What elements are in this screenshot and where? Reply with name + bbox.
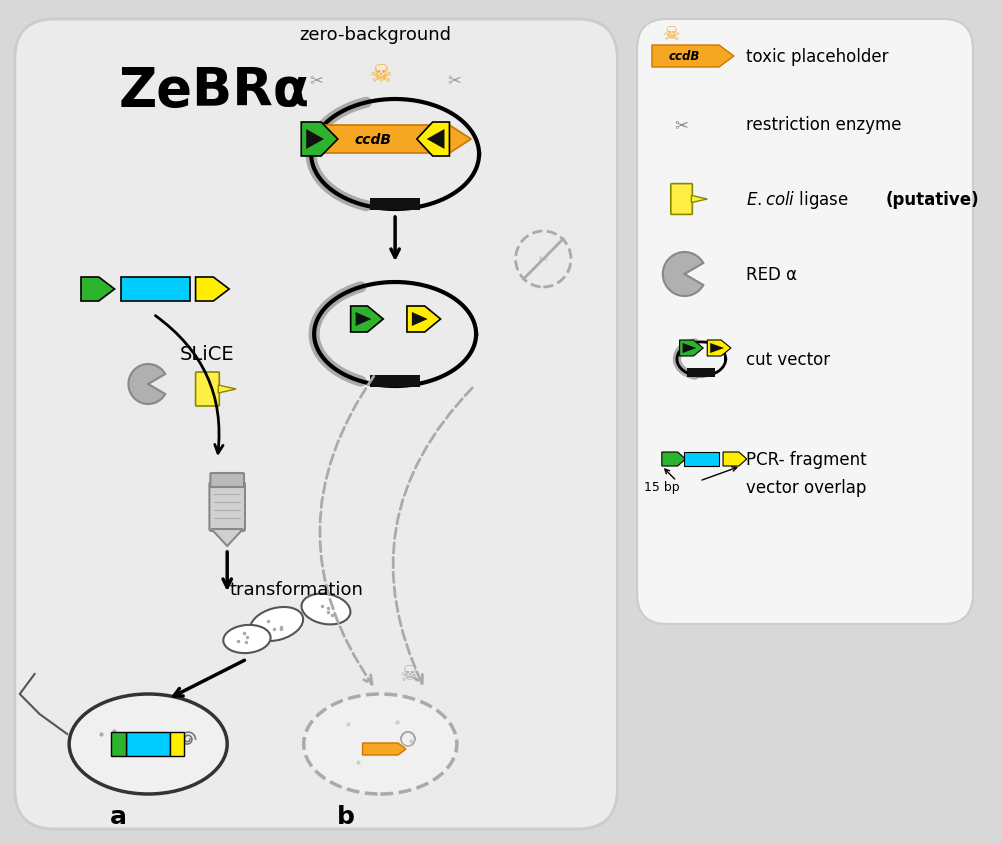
Text: SLiCE: SLiCE <box>180 345 234 364</box>
Text: ZeBRα: ZeBRα <box>118 65 310 116</box>
Ellipse shape <box>304 694 457 794</box>
Polygon shape <box>211 529 243 546</box>
FancyArrow shape <box>652 46 733 68</box>
Ellipse shape <box>302 594 351 625</box>
FancyArrow shape <box>363 743 406 755</box>
Polygon shape <box>691 196 707 203</box>
Polygon shape <box>661 452 685 467</box>
Polygon shape <box>81 278 114 301</box>
Text: ✂: ✂ <box>310 71 323 89</box>
Bar <box>170 732 183 756</box>
Text: restriction enzyme: restriction enzyme <box>745 116 901 134</box>
Polygon shape <box>412 312 428 327</box>
Polygon shape <box>427 130 445 150</box>
Text: vector overlap: vector overlap <box>745 479 866 496</box>
Text: ✂: ✂ <box>674 116 688 134</box>
Polygon shape <box>682 344 696 354</box>
Bar <box>687 368 715 377</box>
Text: toxic placeholder: toxic placeholder <box>745 48 888 66</box>
Bar <box>126 732 170 756</box>
Bar <box>371 199 420 211</box>
Text: ✂: ✂ <box>448 71 461 89</box>
Text: ☠: ☠ <box>369 63 392 87</box>
Polygon shape <box>356 312 372 327</box>
Text: ✂: ✂ <box>539 255 548 265</box>
FancyBboxPatch shape <box>637 20 973 625</box>
Text: a: a <box>110 804 127 828</box>
FancyArrowPatch shape <box>320 376 374 684</box>
Ellipse shape <box>250 608 304 641</box>
Bar <box>683 452 719 467</box>
Polygon shape <box>417 123 450 157</box>
Ellipse shape <box>69 694 227 794</box>
Text: $E. coli$ ligase: $E. coli$ ligase <box>745 189 850 211</box>
Text: b: b <box>337 804 355 828</box>
FancyArrow shape <box>321 126 471 154</box>
Polygon shape <box>302 123 338 157</box>
Text: ccdB: ccdB <box>355 133 392 147</box>
Text: ☠: ☠ <box>663 25 680 45</box>
FancyBboxPatch shape <box>15 20 617 829</box>
FancyBboxPatch shape <box>670 184 692 215</box>
Text: RED α: RED α <box>745 266 797 284</box>
Text: ccdB: ccdB <box>669 51 700 63</box>
Bar <box>120 278 189 301</box>
Polygon shape <box>218 386 236 393</box>
Polygon shape <box>679 341 703 356</box>
Text: transformation: transformation <box>229 581 364 598</box>
Ellipse shape <box>223 625 271 653</box>
Bar <box>371 376 420 387</box>
Wedge shape <box>662 252 703 296</box>
Bar <box>110 732 126 756</box>
Text: (putative): (putative) <box>886 191 980 208</box>
FancyBboxPatch shape <box>195 372 219 407</box>
Polygon shape <box>307 130 324 150</box>
Polygon shape <box>710 344 724 354</box>
FancyBboxPatch shape <box>209 483 244 532</box>
Polygon shape <box>407 306 441 333</box>
Polygon shape <box>351 306 383 333</box>
Text: 15 bp: 15 bp <box>644 481 679 494</box>
Text: PCR- fragment: PCR- fragment <box>745 451 867 468</box>
Text: cut vector: cut vector <box>745 350 830 369</box>
Polygon shape <box>707 341 730 356</box>
FancyBboxPatch shape <box>210 473 243 488</box>
Text: ☠: ☠ <box>400 664 420 684</box>
Text: zero-background: zero-background <box>300 26 451 44</box>
Wedge shape <box>128 365 165 404</box>
Polygon shape <box>723 452 746 467</box>
Polygon shape <box>195 278 229 301</box>
